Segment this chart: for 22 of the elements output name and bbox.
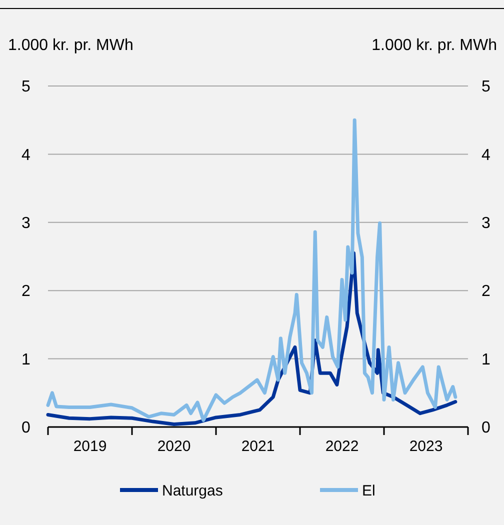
y2-tick-label: 1 [482,351,491,368]
legend-label: Naturgas [162,482,223,500]
y2-tick-label: 5 [482,78,491,96]
y2-tick-label: 2 [482,283,491,300]
y-tick-label: 5 [22,78,31,96]
y2-tick-label: 0 [482,420,491,437]
y2-tick-label: 3 [482,215,491,232]
y2-tick-label: 4 [482,146,491,164]
x-tick-label: 2019 [73,438,107,455]
y-tick-label: 4 [22,146,31,164]
x-tick-label: 2023 [409,438,443,455]
line-series [46,118,458,422]
y-tick-label: 1 [22,351,31,368]
y-tick-label: 3 [22,215,31,232]
y-tick-label: 2 [22,283,31,300]
y-tick-label: 0 [22,420,31,437]
legend-label: El [362,482,376,500]
y-axis-title: 1.000 kr. pr. MWh [8,37,134,54]
y2-axis-title: 1.000 kr. pr. MWh [372,37,497,54]
x-tick-label: 2020 [157,438,191,455]
x-tick-label: 2021 [241,438,275,455]
x-tick-label: 2022 [325,438,359,455]
